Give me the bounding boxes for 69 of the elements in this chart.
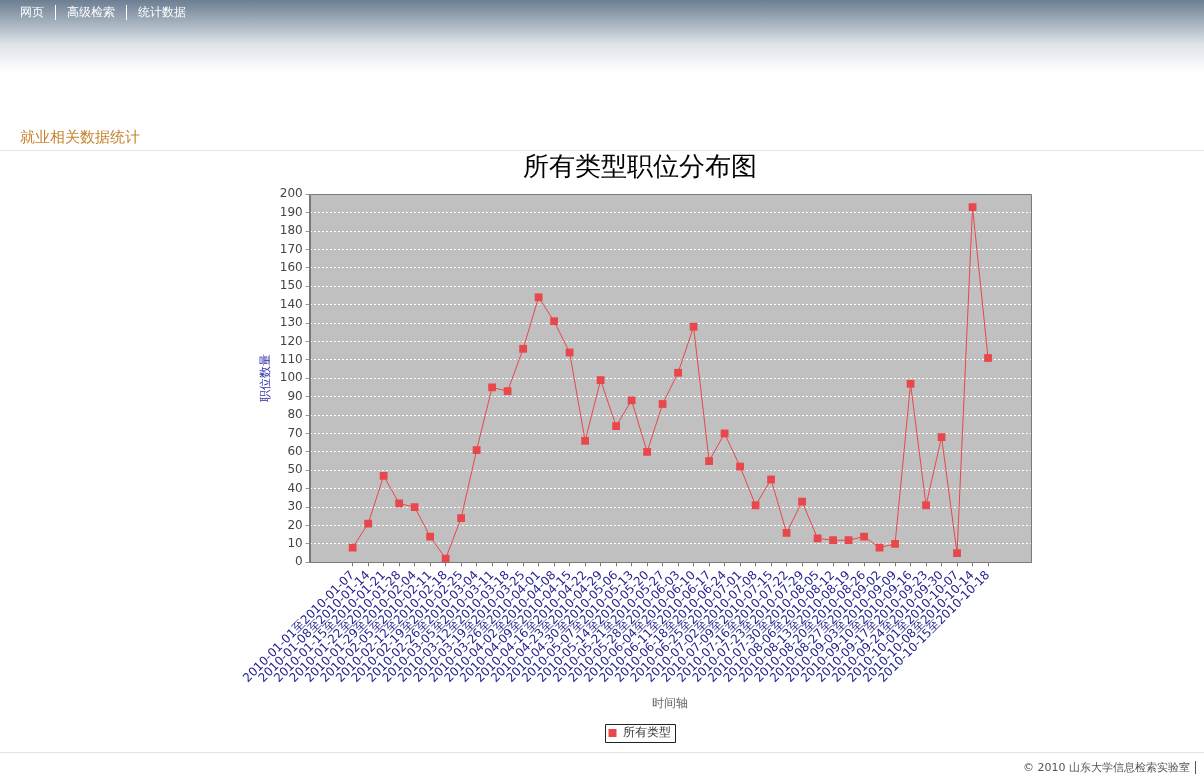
y-axis-title: 职位数量 — [257, 354, 272, 403]
point — [627, 396, 636, 405]
point — [906, 379, 915, 388]
text: 网页 — [20, 5, 56, 20]
point — [550, 317, 558, 326]
y-tick-label: 190 — [279, 204, 303, 219]
point — [457, 514, 466, 523]
y-tick-label: 140 — [279, 296, 303, 311]
point — [922, 501, 930, 510]
y-tick-label: 90 — [287, 388, 303, 403]
point — [844, 536, 853, 545]
point — [968, 203, 977, 211]
text: 就业相关数据统计 — [20, 128, 140, 146]
y-tick-label: 160 — [279, 259, 303, 274]
point — [643, 447, 651, 456]
y-tick-label: 20 — [287, 517, 303, 532]
y-tick-label: 200 — [279, 186, 303, 201]
chart-title: 所有类型职位分布图 — [522, 151, 757, 182]
y-tick-label: 60 — [287, 444, 303, 458]
point — [581, 436, 589, 445]
point — [689, 322, 698, 331]
point — [410, 503, 419, 511]
text: 统计数据 — [138, 5, 186, 20]
point — [472, 446, 481, 454]
y-tick-label: 130 — [279, 315, 303, 330]
point — [705, 457, 713, 465]
y-tick-label: 70 — [287, 425, 303, 440]
y-tick-label: 30 — [287, 499, 303, 514]
point — [984, 354, 992, 362]
point — [891, 540, 899, 548]
y-tick-label: 110 — [279, 351, 303, 366]
point — [658, 400, 667, 408]
point — [348, 543, 357, 552]
point — [612, 422, 620, 430]
point — [674, 368, 682, 377]
point — [813, 534, 822, 543]
point — [860, 532, 868, 541]
point — [379, 471, 388, 480]
point — [736, 462, 744, 471]
point — [503, 387, 512, 396]
point — [426, 532, 435, 541]
y-tick-label: 40 — [287, 480, 303, 495]
y-tick-label: 0 — [295, 554, 303, 569]
point — [953, 549, 961, 557]
point — [937, 433, 946, 442]
point — [488, 383, 497, 392]
point — [751, 501, 760, 510]
point — [829, 536, 837, 545]
point — [519, 344, 527, 353]
text: © 2010 山东大学信息检索实验室 — [1023, 761, 1196, 774]
point — [798, 497, 806, 506]
y-tick-label: 150 — [279, 278, 303, 293]
point — [364, 519, 373, 528]
y-tick-label: 50 — [287, 462, 303, 477]
point — [782, 528, 791, 537]
text: 高级检索 — [67, 5, 127, 20]
x-axis-title: 时间轴 — [652, 695, 689, 710]
y-tick-label: 120 — [279, 333, 303, 348]
point — [767, 475, 775, 484]
point — [534, 293, 543, 302]
point — [395, 499, 404, 508]
legend-label: 所有类型 — [622, 725, 671, 740]
y-tick-label: 180 — [279, 223, 303, 238]
y-tick-label: 100 — [279, 370, 303, 385]
y-tick-label: 170 — [279, 241, 303, 256]
y-tick-label: 80 — [287, 407, 303, 422]
point — [596, 376, 605, 384]
point — [441, 554, 450, 563]
y-tick-label: 10 — [287, 536, 303, 551]
